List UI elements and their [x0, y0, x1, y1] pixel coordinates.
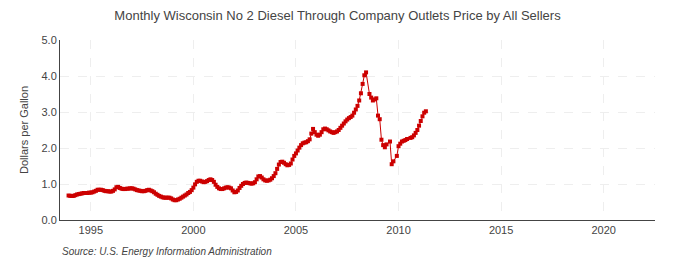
svg-text:4.0: 4.0 [42, 70, 57, 82]
svg-text:Source: U.S. Energy Informatio: Source: U.S. Energy Information Administ… [62, 246, 272, 257]
svg-text:2005: 2005 [284, 224, 308, 236]
svg-text:1995: 1995 [79, 224, 103, 236]
svg-text:0.0: 0.0 [42, 214, 57, 226]
svg-text:2015: 2015 [489, 224, 513, 236]
svg-text:1.0: 1.0 [42, 178, 57, 190]
svg-text:2010: 2010 [386, 224, 410, 236]
svg-text:Monthly Wisconsin No 2 Diesel: Monthly Wisconsin No 2 Diesel Through Co… [114, 8, 561, 23]
svg-text:2.0: 2.0 [42, 142, 57, 154]
svg-text:Dollars per Gallon: Dollars per Gallon [18, 86, 30, 174]
svg-text:5.0: 5.0 [42, 34, 57, 46]
svg-text:2000: 2000 [181, 224, 205, 236]
svg-text:2020: 2020 [591, 224, 615, 236]
svg-text:3.0: 3.0 [42, 106, 57, 118]
